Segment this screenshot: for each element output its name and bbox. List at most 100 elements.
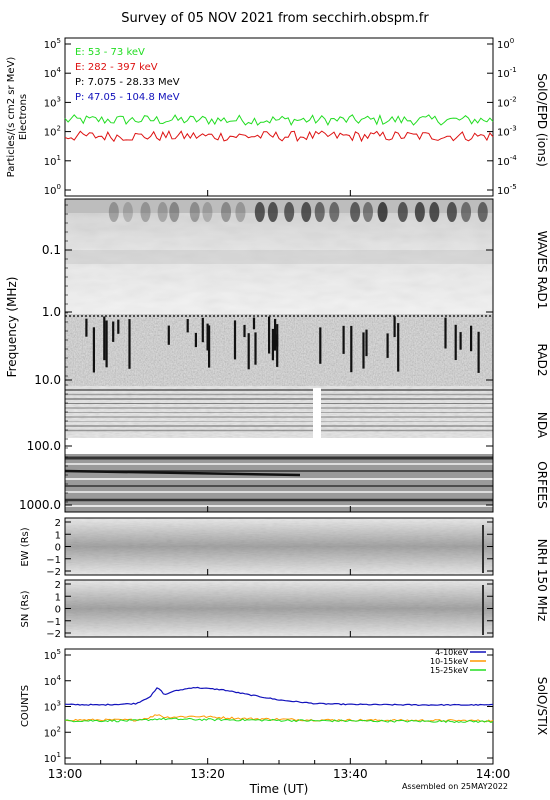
rad2-burst	[271, 328, 274, 361]
rad2-burst	[477, 331, 480, 373]
rad2-burst	[444, 317, 447, 349]
epd-ylabel-0: Particles/(s cm2 sr MeV)	[6, 57, 17, 178]
orfees-label: ORFEES	[535, 461, 549, 508]
freq-ytick-label: 0.1	[42, 243, 61, 257]
rad2-burst	[319, 327, 322, 364]
x-tick-label: 13:40	[333, 767, 368, 781]
rad2-burst	[117, 319, 120, 334]
freq-ytick-label: 100.0	[27, 439, 61, 453]
stix-ytick-label: 104	[44, 674, 62, 688]
rad2-label: RAD2	[535, 344, 549, 377]
nrh-ew-ytick-label: −1	[46, 555, 61, 566]
rad1-burst	[254, 202, 265, 222]
rad2-burst	[128, 319, 131, 369]
rad2-burst	[459, 332, 462, 350]
rad2-noise	[65, 314, 493, 386]
stix-legend-1: 10-15keV	[430, 657, 469, 666]
assembled-note: Assembled on 25MAY2022	[402, 782, 508, 791]
x-tick-label: 13:00	[48, 767, 83, 781]
radio-spectrogram: 0.1 1.0 10.0 100.0 1000.0 Frequency (MHz) WA…	[5, 198, 549, 513]
orfees-background	[65, 454, 493, 512]
epd-panel: 100 10-5 101 10-4 102 10-3 103 10-2 104 10-1 105 10…	[6, 37, 549, 197]
rad2-burst	[92, 327, 95, 373]
rad2-burst	[393, 316, 396, 338]
rad2-burst	[243, 324, 246, 338]
rad2-burst	[194, 332, 197, 348]
epd-ylabel-1: Electrons	[18, 94, 29, 140]
stix-frame	[64, 648, 494, 765]
stix-series-4-10kev	[64, 686, 493, 707]
epd-ytick-label-right: 100	[497, 37, 514, 51]
chart-title: Survey of 05 NOV 2021 from secchirh.obsp…	[121, 11, 429, 26]
stix-right-label: SolO/STIX	[535, 677, 549, 736]
rad2-burst	[103, 316, 106, 361]
rad2-burst	[276, 324, 279, 367]
rad1-burst	[169, 202, 180, 222]
rad2-burst	[85, 318, 88, 337]
rad1-burst	[446, 202, 457, 222]
rad2-burst	[362, 332, 365, 369]
nrh-label: NRH 150 MHz	[535, 539, 549, 622]
freq-ytick-label: 10.0	[34, 373, 61, 387]
nda-data-gap	[313, 388, 321, 438]
nrh-sn-ytick-label: −2	[46, 629, 61, 640]
stix-panel: 101 102 103 104 105 4-10keV 10-15keV 15-25ke…	[20, 648, 549, 765]
rad1-burst	[221, 202, 232, 222]
epd-ytick-label: 103	[44, 95, 61, 109]
epd-legend-2: P: 7.075 - 28.33 MeV	[75, 77, 180, 88]
rad1-burst	[362, 202, 373, 222]
spectrogram-frame	[64, 198, 494, 513]
x-axis-label: Time (UT)	[249, 782, 309, 796]
nrh-ew-ytick-label: 0	[55, 543, 61, 554]
nrh-sn-ytick-label: 1	[55, 592, 61, 603]
rad1-burst	[314, 202, 325, 222]
stix-ytick-label: 105	[44, 648, 61, 662]
stix-ytick-label: 103	[44, 700, 61, 714]
rad2-burst	[208, 325, 211, 368]
nrh-sn-ylabel: SN (Rs)	[20, 590, 31, 627]
nrh-ew-ylabel: EW (Rs)	[20, 527, 31, 566]
nda-noise	[65, 386, 493, 438]
stix-legend-2: 15-25keV	[430, 666, 469, 675]
rad1-label: WAVES RAD1	[535, 231, 549, 310]
epd-ytick-label-right: 10-2	[497, 95, 517, 109]
rad1-burst	[397, 202, 408, 222]
epd-ytick-label: 101	[44, 154, 61, 168]
nda-label: NDA	[535, 412, 549, 439]
epd-ytick-label-right: 10-1	[497, 66, 517, 80]
freq-ytick-label: 1000.0	[19, 498, 61, 512]
rad2-burst	[350, 325, 353, 373]
rad2-burst	[186, 319, 189, 333]
rad1-burst	[122, 202, 133, 222]
rad1-burst	[267, 202, 278, 222]
rad1-burst	[202, 202, 213, 222]
epd-legend-0: E: 53 - 73 keV	[75, 47, 145, 58]
rad2-burst	[365, 329, 368, 357]
rad1-burst	[235, 202, 246, 222]
rad2-burst	[247, 333, 250, 370]
frequency-ylabel: Frequency (MHz)	[5, 277, 19, 378]
epd-ytick-label-right: 10-4	[497, 154, 517, 168]
rad1-burst	[429, 202, 440, 222]
rad2-burst	[252, 317, 256, 330]
rad2-burst	[254, 332, 257, 365]
epd-legend-3: P: 47.05 - 104.8 MeV	[75, 92, 180, 103]
nrh-ew-artifact	[482, 525, 484, 573]
rad2-burst	[470, 325, 473, 352]
rad1-burst	[301, 202, 312, 222]
rad1-band	[65, 250, 493, 264]
stix-ylabel: COUNTS	[20, 685, 31, 727]
rad1-burst	[157, 202, 168, 222]
orfees-line	[64, 469, 301, 477]
nrh-sn-ytick-label: 2	[55, 580, 61, 591]
nrh-ew-panel: −2−10 12 EW (Rs)	[20, 517, 494, 578]
epd-ytick-label: 104	[44, 66, 62, 80]
epd-ytick-label: 100	[44, 183, 61, 197]
nrh-sn-ytick-label: −1	[46, 617, 61, 628]
epd-ytick-label: 105	[44, 37, 61, 51]
x-axis: 13:00 13:20 13:40 14:00	[48, 190, 510, 781]
spectrogram-gap	[65, 438, 493, 454]
rad2-burst	[201, 317, 204, 343]
